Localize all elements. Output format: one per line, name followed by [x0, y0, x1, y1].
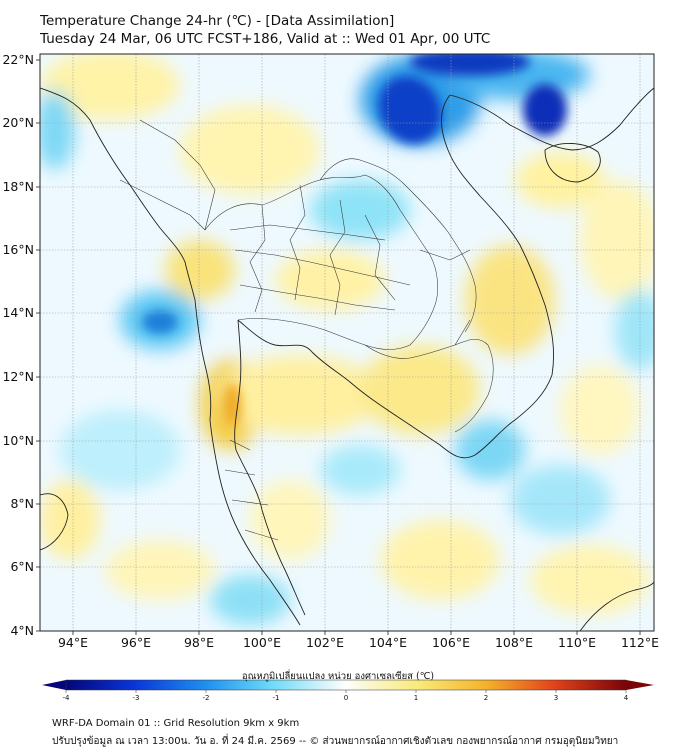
- lon-label: 104°E: [369, 635, 407, 650]
- lon-label: 108°E: [495, 635, 533, 650]
- lat-label: 22°N: [2, 52, 34, 67]
- coastlines: [40, 87, 654, 631]
- colorbar-tick: -3: [133, 694, 140, 702]
- lon-labels: 94°E 96°E 98°E 100°E 102°E 104°E 106°E 1…: [58, 635, 659, 650]
- lat-label: 20°N: [2, 115, 34, 130]
- colorbar-tick: 1: [414, 694, 418, 702]
- map-subtitle: Tuesday 24 Mar, 06 UTC FCST+186, Valid a…: [40, 31, 491, 47]
- lat-label: 16°N: [2, 242, 34, 257]
- lat-label: 18°N: [2, 179, 34, 194]
- map-frame: [39, 53, 655, 632]
- lon-label: 110°E: [558, 635, 596, 650]
- lon-label: 100°E: [243, 635, 281, 650]
- lon-label: 112°E: [621, 635, 659, 650]
- footer-credit: ปรับปรุงข้อมูล ณ เวลา 13:00น. วัน อ. ที่…: [52, 736, 619, 747]
- colorbar-title: อุณหภูมิเปลี่ยนแปลง หน่วย องศาเซลเซียส (…: [241, 671, 435, 682]
- lat-label: 10°N: [2, 433, 34, 448]
- colorbar-tick: 3: [554, 694, 558, 702]
- lat-label: 8°N: [10, 496, 34, 511]
- lat-label: 4°N: [10, 623, 34, 638]
- temperature-field: [40, 54, 654, 631]
- colorbar-tick: 0: [344, 694, 348, 702]
- lat-label: 12°N: [2, 369, 34, 384]
- colorbar-tick: 2: [484, 694, 488, 702]
- colorbar-tick: 4: [624, 694, 629, 702]
- lat-label: 6°N: [10, 559, 34, 574]
- lon-label: 96°E: [121, 635, 151, 650]
- lat-label: 14°N: [2, 305, 34, 320]
- graticule: [40, 54, 654, 631]
- lon-label: 102°E: [306, 635, 344, 650]
- footer-model-info: WRF-DA Domain 01 :: Grid Resolution 9km …: [52, 718, 300, 729]
- map-title: Temperature Change 24-hr (℃) - [Data Ass…: [40, 13, 395, 29]
- lon-label: 98°E: [184, 635, 214, 650]
- lat-labels: 22°N 20°N 18°N 16°N 14°N 12°N 10°N 8°N 6…: [2, 52, 34, 638]
- colorbar: -4 -3 -2 -1 0 1 2 3 4: [42, 679, 654, 702]
- lon-label: 94°E: [58, 635, 88, 650]
- colorbar-tick: -2: [203, 694, 210, 702]
- admin-borders: [119, 119, 494, 541]
- colorbar-tick: -4: [63, 694, 71, 702]
- lon-label: 106°E: [432, 635, 470, 650]
- colorbar-tick: -1: [273, 694, 280, 702]
